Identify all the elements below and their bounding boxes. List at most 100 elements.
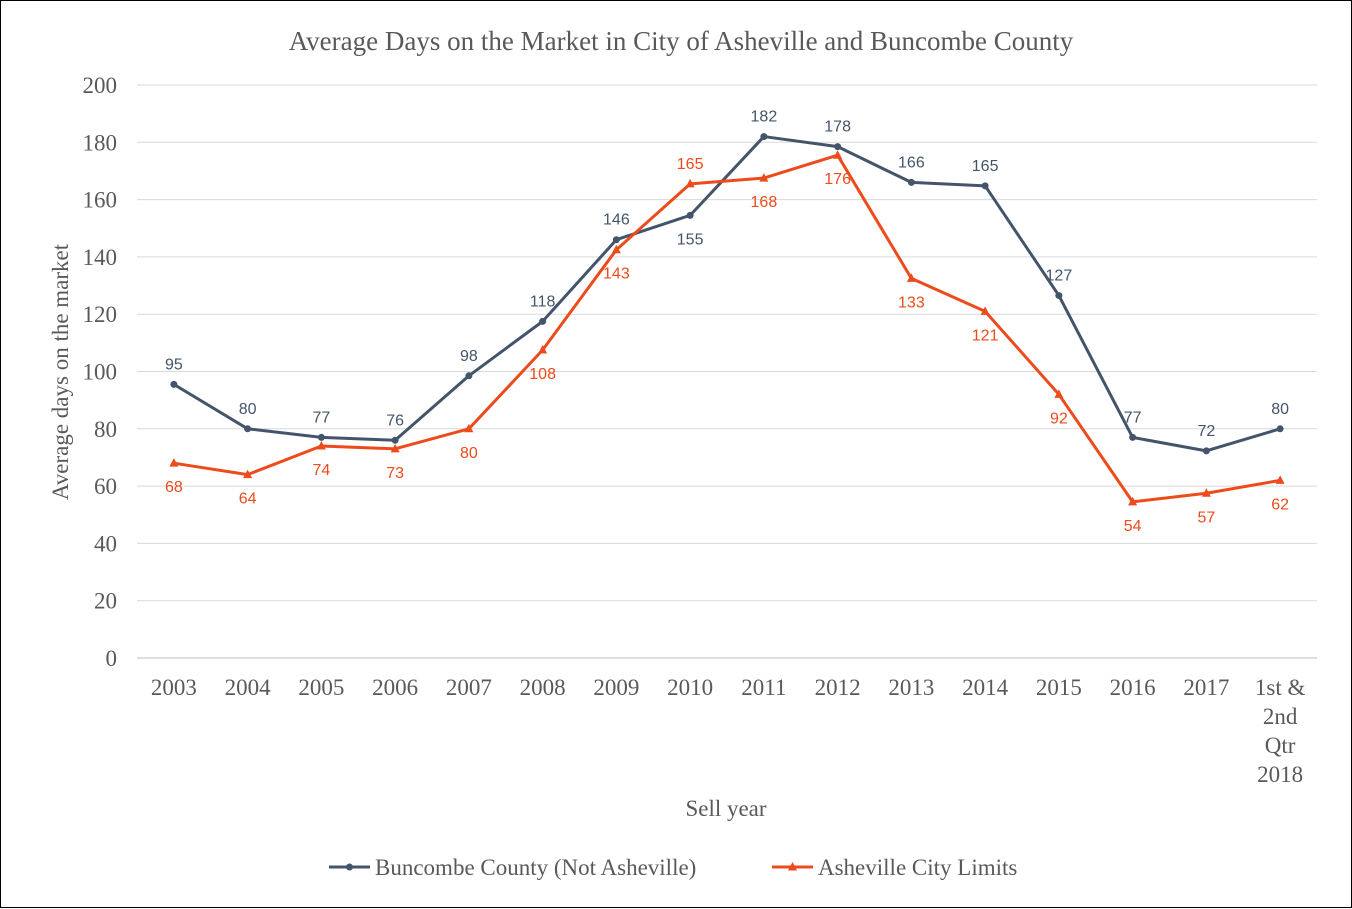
data-label: 74: [312, 462, 330, 479]
data-point: [465, 372, 473, 380]
data-label: 80: [1271, 401, 1289, 418]
data-label: 143: [603, 266, 630, 283]
data-label: 178: [824, 119, 851, 136]
data-label: 98: [460, 348, 478, 365]
data-label: 166: [898, 154, 925, 171]
data-point: [317, 433, 325, 441]
x-tick-label: 2013: [888, 675, 934, 700]
data-point: [1055, 292, 1063, 300]
y-tick-label: 140: [83, 245, 118, 270]
x-tick-label: 2016: [1110, 675, 1156, 700]
data-label: 80: [239, 401, 257, 418]
data-label: 77: [312, 409, 330, 426]
data-point: [1054, 389, 1064, 398]
x-tick-label: 2012: [815, 675, 861, 700]
data-label: 77: [1124, 409, 1142, 426]
data-point: [759, 173, 769, 182]
data-point: [316, 440, 326, 450]
x-tick-label: 2005: [298, 675, 344, 700]
x-tick-label: 2015: [1036, 675, 1082, 700]
data-label: 76: [386, 412, 404, 429]
legend-label: Buncombe County (Not Asheville): [375, 855, 696, 880]
data-point: [611, 244, 621, 254]
x-tick-label: 1st & 2nd Qtr 2018: [1255, 675, 1306, 787]
data-point: [169, 458, 179, 467]
data-point: [685, 178, 695, 188]
data-label: 168: [751, 194, 778, 211]
x-tick-label: 2010: [667, 675, 713, 700]
x-tick-label: 2011: [741, 675, 786, 700]
x-tick-label: 2009: [593, 675, 639, 700]
data-point: [390, 443, 400, 453]
data-point: [244, 425, 252, 433]
data-point: [1202, 447, 1210, 455]
data-point: [538, 345, 548, 354]
y-tick-label: 20: [94, 589, 117, 614]
data-label: 146: [603, 212, 630, 229]
data-label: 62: [1271, 496, 1289, 513]
data-point: [833, 150, 843, 159]
data-label: 165: [677, 156, 704, 173]
data-label: 92: [1050, 410, 1068, 427]
data-label: 127: [1046, 268, 1073, 285]
x-tick-label: 2004: [225, 675, 272, 700]
data-labels: 95 80 77 76 98 118 146 155 182 178 166 165 127 77 72 80…: [165, 109, 1289, 535]
data-point: [391, 436, 399, 444]
data-point: [686, 211, 694, 219]
data-point: [834, 143, 842, 151]
data-point: [170, 380, 178, 388]
gridlines: [137, 84, 1317, 659]
data-point: [612, 236, 620, 244]
data-point: [1128, 496, 1138, 506]
series-lines: [169, 133, 1285, 506]
data-point: [907, 178, 915, 186]
y-tick-label: 60: [94, 474, 117, 499]
data-point: [1201, 488, 1211, 497]
y-tick-label: 100: [83, 360, 118, 385]
series-line-1: [173, 153, 1281, 504]
data-label: 57: [1197, 509, 1215, 526]
y-tick-label: 40: [94, 531, 117, 556]
data-label: 176: [824, 171, 851, 188]
x-axis-ticks: 2003 2004 2005 2006 2007 2008 2009 2010 2011 2012…: [151, 675, 1306, 787]
data-label: 80: [460, 445, 478, 462]
y-tick-label: 180: [83, 130, 118, 155]
data-label: 68: [165, 479, 183, 496]
data-point: [906, 273, 916, 282]
y-axis-ticks: 0 20 40 60 80 100 120 140 160 180 200: [83, 73, 118, 671]
data-point: [464, 423, 474, 433]
data-point: [760, 133, 768, 141]
legend-marker: [346, 863, 353, 871]
data-point: [980, 306, 990, 315]
data-label: 155: [677, 231, 704, 248]
chart-title: Average Days on the Market in City of As…: [289, 26, 1074, 56]
legend: Buncombe County (Not Asheville) Asheville…: [329, 855, 1017, 880]
y-tick-label: 200: [83, 73, 118, 98]
y-tick-label: 0: [106, 646, 118, 671]
data-label: 182: [751, 109, 778, 126]
data-label: 72: [1197, 423, 1215, 440]
data-label: 133: [898, 294, 925, 311]
data-point: [539, 317, 547, 325]
y-tick-label: 160: [83, 188, 118, 213]
series-line-0: [173, 135, 1281, 453]
data-point: [1275, 475, 1285, 484]
data-label: 121: [972, 327, 999, 344]
x-tick-label: 2003: [151, 675, 197, 700]
y-axis-label: Average days on the market: [48, 243, 73, 500]
data-point: [981, 182, 989, 190]
x-axis-label: Sell year: [685, 796, 766, 821]
data-point: [243, 469, 253, 479]
data-label: 54: [1124, 518, 1142, 535]
data-point: [1276, 425, 1284, 433]
data-label: 64: [239, 491, 257, 508]
y-tick-label: 120: [83, 302, 118, 327]
data-label: 108: [529, 366, 556, 383]
data-label: 165: [972, 158, 999, 175]
legend-marker: [788, 862, 797, 871]
data-point: [1129, 433, 1137, 441]
x-tick-label: 2007: [446, 675, 492, 700]
x-tick-label: 2006: [372, 675, 418, 700]
